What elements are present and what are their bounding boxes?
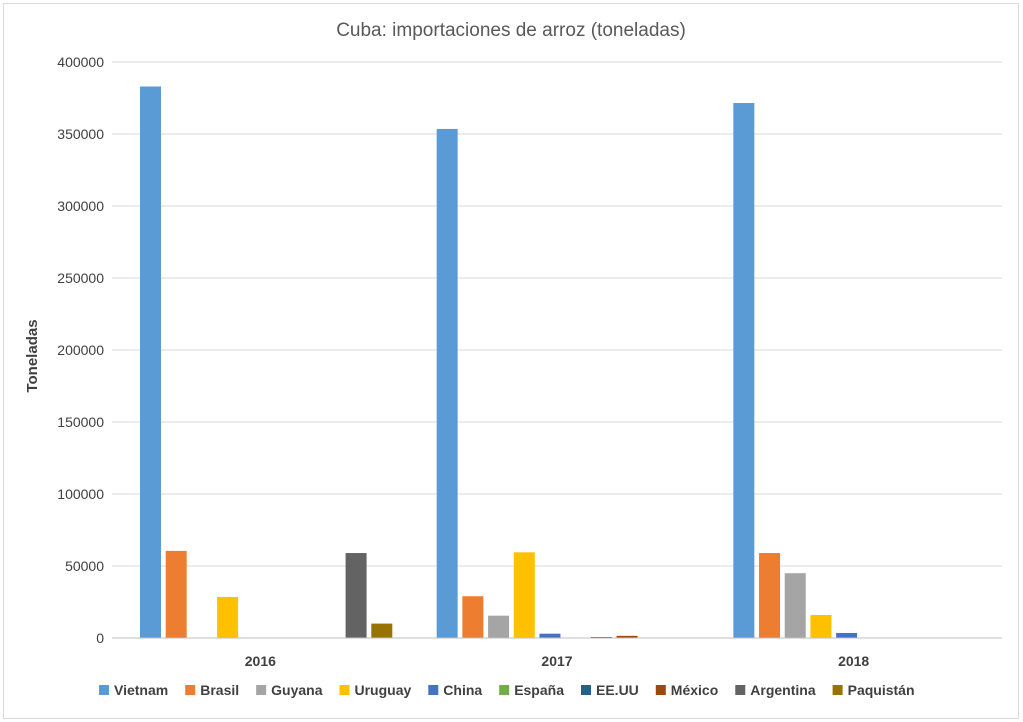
bar-m-xico-2017	[616, 635, 638, 638]
bar-uruguay-2017	[513, 552, 535, 638]
x-tick-label: 2016	[245, 653, 276, 669]
bar-brasil-2018	[759, 553, 781, 638]
legend-label: Argentina	[750, 682, 816, 698]
bar-vietnam-2016	[140, 86, 161, 639]
bar-vietnam-2017	[436, 128, 458, 638]
legend-swatch	[655, 685, 666, 695]
bar-brasil-2016	[165, 550, 187, 638]
legend: Vietnam Brasil Guyana Uruguay China España EE.…	[99, 682, 915, 698]
y-tick-label: 100000	[57, 486, 104, 502]
y-axis-ticks: 0 50000 100000 150000 200000 250000 300000 3500…	[57, 54, 104, 646]
y-tick-label: 200000	[57, 342, 104, 358]
legend-label: Uruguay	[355, 682, 412, 698]
bar-china-2017	[539, 633, 561, 638]
x-tick-label: 2017	[541, 653, 572, 669]
bar-argentina-2016	[345, 553, 367, 638]
legend-label: Guyana	[271, 682, 323, 698]
legend-swatch	[499, 685, 510, 695]
bar-guyana-2017	[488, 615, 510, 638]
y-tick-label: 350000	[57, 126, 104, 142]
legend-swatch	[428, 685, 439, 695]
legend-label: Vietnam	[114, 682, 168, 698]
legend-swatch	[735, 685, 746, 695]
legend-label: México	[671, 682, 718, 698]
legend-swatch	[185, 685, 196, 695]
gridlines	[112, 61, 1002, 567]
y-tick-label: 150000	[57, 414, 104, 430]
y-tick-label: 50000	[65, 558, 104, 574]
bar-uruguay-2016	[217, 596, 239, 638]
y-tick-label: 400000	[57, 54, 104, 70]
y-axis-label: Toneladas	[24, 319, 41, 392]
y-tick-label: 250000	[57, 270, 104, 286]
chart-frame: Cuba: importaciones de arroz (toneladas)…	[3, 3, 1019, 719]
legend-label: Brasil	[200, 682, 239, 698]
legend-swatch	[256, 685, 267, 695]
legend-label: China	[443, 682, 482, 698]
legend-swatch	[339, 685, 350, 695]
bar-china-2018	[836, 632, 858, 638]
bars	[140, 86, 858, 639]
bar-paquist-n-2016	[371, 623, 393, 638]
legend-swatch	[99, 685, 109, 695]
chart-title: Cuba: importaciones de arroz (toneladas)	[336, 20, 686, 41]
legend-label: Paquistán	[848, 682, 915, 698]
legend-label: España	[514, 682, 564, 698]
bar-ee-uu-2017	[590, 636, 612, 638]
y-tick-label: 0	[96, 630, 104, 646]
bar-uruguay-2018	[810, 614, 832, 638]
bar-vietnam-2018	[733, 103, 755, 639]
x-axis-ticks: 2016 2017 2018	[245, 653, 870, 669]
bar-chart: Cuba: importaciones de arroz (toneladas)…	[24, 20, 1002, 698]
legend-label: EE.UU	[596, 682, 639, 698]
bar-brasil-2017	[462, 596, 484, 638]
x-tick-label: 2018	[838, 653, 869, 669]
y-tick-label: 300000	[57, 198, 104, 214]
legend-swatch	[581, 685, 591, 695]
legend-swatch	[832, 685, 843, 695]
bar-guyana-2018	[784, 573, 806, 638]
